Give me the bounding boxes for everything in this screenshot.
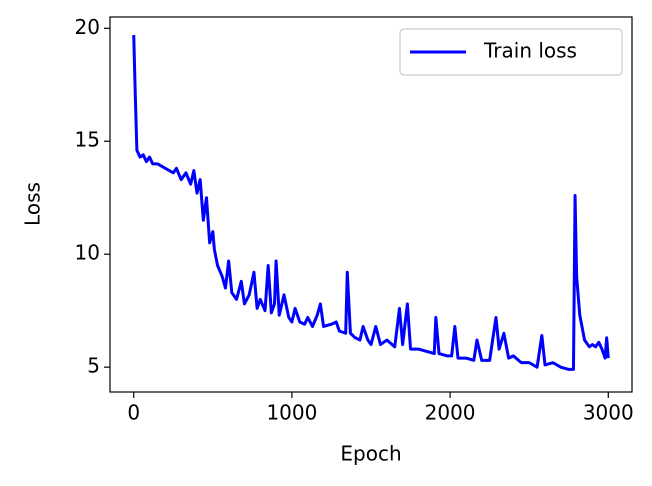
line (132, 35, 610, 371)
x-tick-label: 0 (127, 401, 140, 425)
x-tick-label: 1000 (266, 401, 317, 425)
y-tick-label: 15 (75, 128, 100, 152)
x-tick-label: 3000 (583, 401, 634, 425)
x-tick-label: 2000 (425, 401, 476, 425)
y-tick-label: 20 (75, 15, 100, 39)
legend-box (399, 28, 623, 76)
y-tick-label: 5 (87, 354, 100, 378)
y-axis-label: Loss (21, 182, 45, 226)
y-tick-label: 10 (75, 241, 100, 265)
plot-frame (109, 16, 633, 393)
legend-label: Train loss (483, 39, 577, 63)
x-axis-label: Epoch (340, 442, 401, 466)
